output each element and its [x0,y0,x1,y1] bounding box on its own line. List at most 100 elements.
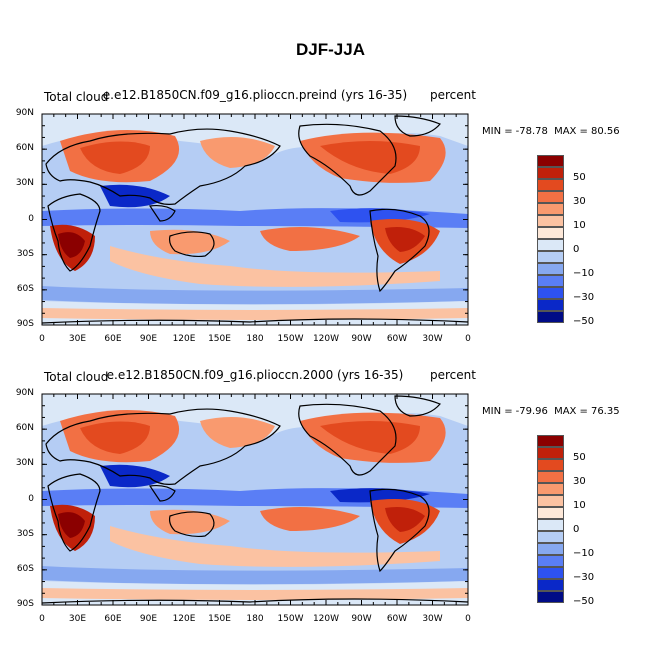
colorbar-swatch [537,447,564,459]
colorbar-label: 30 [573,476,586,487]
lon-tick-label: 30W [422,614,443,624]
lon-tick-label: 60W [386,334,408,344]
colorbar [537,435,564,603]
lat-tick-label: 0 [28,493,34,504]
colorbar-swatch [537,275,564,287]
colorbar-swatch [537,155,564,167]
lat-tick-label: 30N [15,458,34,469]
colorbar-label: 0 [573,244,580,255]
lon-tick-label: 150W [277,614,304,624]
axis-ticks [41,113,469,326]
colorbar-swatch [537,263,564,275]
lon-tick-label: 30W [422,334,443,344]
colorbar-label: −30 [573,292,595,303]
colorbar-swatch [537,579,564,591]
lon-tick-label: 90W [351,614,372,624]
lon-tick-label: 30E [68,614,87,624]
min-label: MIN = [482,406,513,417]
lat-tick-label: 30S [16,248,34,259]
colorbar-swatch [537,507,564,519]
lon-tick-label: 180 [246,334,264,344]
min-label: MIN = [482,126,513,137]
map-plot [41,393,469,606]
lon-tick-label: 60E [104,614,122,624]
lon-tick-label: 150E [208,614,231,624]
colorbar-swatch [537,227,564,239]
lon-tick-label: 120W [312,614,340,624]
colorbar-label: 10 [573,500,586,511]
map-panel-2000: Total cloud e.e12.B1850CN.f09_g16.pliocc… [0,366,661,636]
colorbar-label: 50 [573,452,586,463]
filled-contours [42,114,468,325]
axis-ticks [41,393,469,606]
colorbar-swatch [537,471,564,483]
map-plot [41,113,469,326]
colorbar-swatch [537,543,564,555]
lon-tick-label: 180 [246,614,264,624]
colorbar-swatch [537,483,564,495]
lon-tick-label: 120E [172,614,196,624]
units-label: percent [430,368,476,382]
colorbar-swatch [537,215,564,227]
case-label: e.e12.B1850CN.f09_g16.plioccn.preind (yr… [102,88,408,102]
colorbar-swatch [537,567,564,579]
lat-tick-label: 60N [15,423,34,434]
colorbar-swatch [537,299,564,311]
colorbar-swatch [537,459,564,471]
lon-tick-label: 60W [386,614,408,624]
units-label: percent [430,88,476,102]
lon-tick-label: 150W [277,334,304,344]
lon-tick-label: 150E [208,334,231,344]
min-value: -79.96 [515,406,548,417]
lon-tick-label: 90E [139,334,158,344]
min-max-readout: MIN = -79.96 MAX = 76.35 [482,406,623,417]
colorbar [537,155,564,323]
lat-tick-label: 30N [15,178,34,189]
max-label: MAX = [554,126,588,137]
lat-tick-label: 90N [15,108,34,118]
lon-tick-label: 120W [312,334,340,344]
lon-tick-label: 0 [465,334,471,344]
colorbar-swatch [537,191,564,203]
min-value: -78.78 [515,126,548,137]
colorbar-swatch [537,167,564,179]
colorbar-swatch [537,519,564,531]
colorbar-swatch [537,287,564,299]
lon-tick-label: 120E [172,334,196,344]
colorbar-swatch [537,239,564,251]
lat-tick-label: 30S [16,528,34,539]
max-label: MAX = [554,406,588,417]
lon-tick-label: 0 [39,614,45,624]
coastlines [42,115,468,324]
colorbar-label: −10 [573,268,595,279]
lat-tick-label: 90S [16,319,34,329]
colorbar-swatch [537,311,564,323]
lon-tick-label: 30E [68,334,87,344]
max-value: 80.56 [590,126,620,137]
lat-tick-label: 60S [16,563,34,574]
colorbar-swatch [537,251,564,263]
colorbar-swatch [537,495,564,507]
colorbar-swatch [537,203,564,215]
colorbar-label: −10 [573,548,595,559]
lat-tick-label: 60N [15,143,34,154]
lat-tick-label: 90S [16,599,34,609]
colorbar-label: −50 [573,316,595,327]
map-panel-preind: Total cloud e.e12.B1850CN.f09_g16.pliocc… [0,86,661,356]
colorbar-label: 10 [573,220,586,231]
variable-label: Total cloud [44,90,109,104]
colorbar-swatch [537,591,564,603]
colorbar-label: 0 [573,524,580,535]
colorbar-label: −30 [573,572,595,583]
colorbar-swatch [537,531,564,543]
lat-tick-label: 90N [15,388,34,398]
colorbar-label: −50 [573,596,595,607]
lon-tick-label: 90W [351,334,372,344]
colorbar-swatch [537,555,564,567]
colorbar-swatch [537,179,564,191]
filled-contours [42,394,468,605]
lon-tick-label: 90E [139,614,158,624]
lon-tick-label: 0 [39,334,45,344]
colorbar-label: 30 [573,196,586,207]
coastlines [42,395,468,604]
